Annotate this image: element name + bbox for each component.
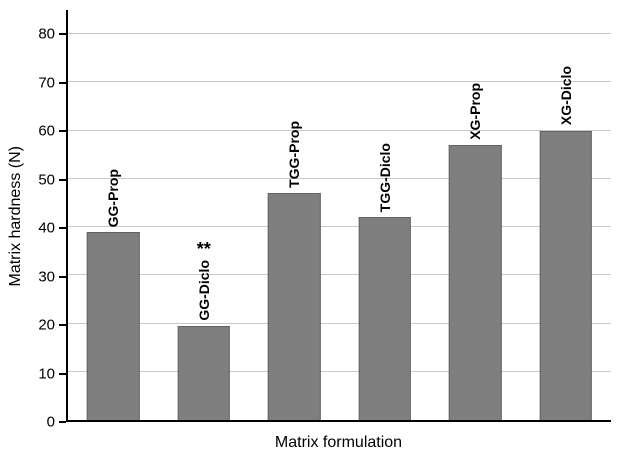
bar-slot: XG-Prop (430, 10, 521, 420)
y-tick-label: 80 (38, 25, 55, 43)
y-tick-label: 70 (38, 74, 55, 92)
y-tick-label: 20 (38, 316, 55, 334)
bar (358, 217, 411, 420)
y-tick-mark (59, 178, 66, 181)
bar (539, 130, 592, 420)
y-tick-label: 30 (38, 268, 55, 286)
bar-label-group: XG-Diclo (521, 66, 612, 125)
x-axis-title-container: Matrix formulation (66, 422, 611, 454)
bar-label-group: TGG-Diclo (340, 143, 431, 212)
y-axis-title: Matrix hardness (N) (7, 145, 24, 287)
bar-slot: TGG-Diclo (340, 10, 431, 420)
bar (449, 145, 502, 420)
y-tick-mark (59, 33, 66, 36)
bar-category-label: XG-Diclo (557, 66, 574, 126)
y-tick-label: 50 (38, 171, 55, 189)
gridline (68, 226, 611, 228)
gridline (68, 129, 611, 131)
bar-category-label: TGG-Diclo (376, 143, 393, 213)
gridline (68, 177, 611, 179)
bar-category-label: XG-Prop (467, 83, 484, 141)
bar-category-label: GG-Diclo (195, 260, 212, 321)
y-tick-label: 10 (38, 365, 55, 383)
bar (177, 325, 230, 420)
y-axis: 0 10 20 30 40 50 60 70 80 (28, 10, 66, 430)
y-tick-mark (59, 81, 66, 84)
x-axis-title: Matrix formulation (274, 434, 403, 451)
bar (87, 231, 140, 420)
bar-label-group: GG-Prop (68, 169, 159, 227)
bars-container: GG-Prop ** GG-Diclo TGG-Prop TGG-Diclo XG-Pro… (68, 10, 611, 420)
bar-slot: GG-Prop (68, 10, 159, 420)
bar-label-group: ** GG-Diclo (159, 239, 250, 321)
bar-label-group: TGG-Prop (249, 121, 340, 188)
gridline (68, 370, 611, 372)
y-tick-mark (59, 372, 66, 375)
bar-category-label: GG-Prop (105, 168, 122, 227)
bar-category-label: TGG-Prop (286, 121, 303, 189)
gridline (68, 33, 611, 35)
gridline (68, 322, 611, 324)
gridline (68, 81, 611, 83)
y-tick-mark (59, 275, 66, 278)
y-tick-mark (59, 421, 66, 423)
bar-slot: ** GG-Diclo (159, 10, 250, 420)
y-tick-label: 60 (38, 122, 55, 140)
bar-slot: TGG-Prop (249, 10, 340, 420)
bar-label-group: XG-Prop (430, 83, 521, 140)
y-tick-mark (59, 130, 66, 133)
plot-area: GG-Prop ** GG-Diclo TGG-Prop TGG-Diclo XG-Pro… (66, 10, 611, 422)
y-axis-title-container: Matrix hardness (N) (4, 10, 28, 422)
y-tick-label: 0 (46, 413, 55, 431)
bar-slot: XG-Diclo (521, 10, 612, 420)
y-tick-mark (59, 227, 66, 230)
significance-annotation: ** (196, 239, 211, 260)
gridline (68, 274, 611, 276)
bar (268, 193, 321, 420)
bar-chart: Matrix hardness (N) 0 10 20 30 40 50 60 70 80 GG… (4, 10, 611, 454)
y-tick-mark (59, 324, 66, 327)
y-tick-label: 40 (38, 219, 55, 237)
